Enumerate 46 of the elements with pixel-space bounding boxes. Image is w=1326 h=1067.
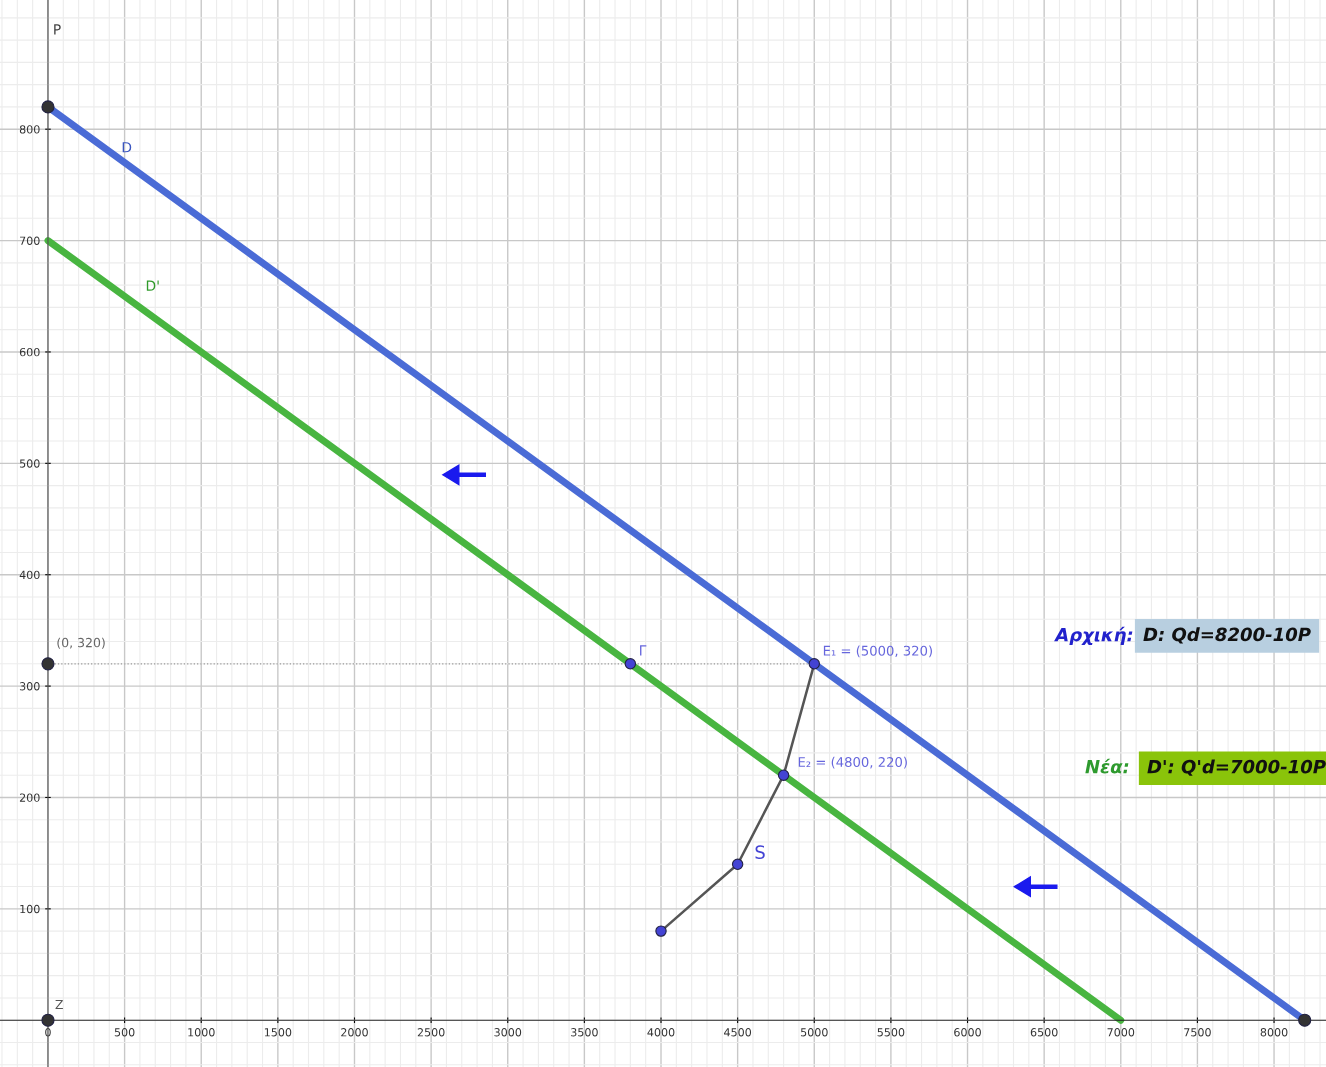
y-tick-label: 600: [19, 347, 40, 357]
y-tick-label: 800: [19, 125, 40, 134]
point: [777, 769, 790, 781]
annotation: Αρχική:: [1054, 626, 1133, 646]
x-tick-label: 4000: [647, 1028, 675, 1037]
x-tick-label: 500: [114, 1028, 135, 1037]
point: [808, 658, 820, 670]
x-tick-label: 5500: [877, 1028, 905, 1037]
x-tick-label: 3500: [571, 1028, 598, 1037]
y-tick-label: 400: [19, 570, 40, 580]
y-axis-title: P: [54, 24, 61, 35]
annotation: (0, 320): [57, 637, 105, 649]
point: [624, 658, 637, 670]
point: [41, 1013, 55, 1027]
x-tick-label: 3000: [494, 1028, 522, 1037]
annotation: D': [146, 280, 159, 291]
y-tick-label: 200: [19, 793, 40, 802]
annotation: D: [122, 142, 132, 153]
annotation: Νέα:: [1085, 758, 1129, 774]
y-tick-label: 300: [19, 682, 40, 691]
annotation: Z: [55, 1000, 63, 1010]
x-tick-label: 1000: [188, 1028, 215, 1037]
y-tick-label: 500: [19, 459, 40, 468]
point: [655, 925, 667, 937]
annotation: Γ: [640, 645, 647, 656]
x-tick-label: 1500: [264, 1028, 292, 1037]
x-tick-label: 6500: [1030, 1028, 1058, 1037]
y-tick-label: 100: [20, 904, 40, 914]
annotation: E₁ = (5000, 320): [823, 645, 932, 658]
x-tick-label: 7500: [1184, 1028, 1211, 1037]
x-tick-label: 4500: [724, 1028, 752, 1037]
x-tick-label: 6000: [954, 1028, 981, 1037]
point: [41, 100, 55, 114]
annotation: D': Q'd=7000-10P: [1147, 759, 1326, 776]
x-tick-label: 7000: [1107, 1028, 1135, 1037]
point: [41, 657, 55, 671]
y-tick-label: 700: [20, 236, 40, 245]
point: [1298, 1013, 1312, 1027]
x-tick-label: 2500: [417, 1028, 445, 1037]
x-tick-label: 2000: [341, 1028, 368, 1037]
x-tick-label: 8000: [1260, 1028, 1288, 1037]
annotation: E₂ = (4800, 220): [798, 756, 907, 769]
annotation: S: [755, 845, 765, 859]
x-tick-label: 5000: [800, 1028, 828, 1037]
annotation: D: Qd=8200-10P: [1143, 627, 1311, 644]
point: [731, 858, 744, 870]
